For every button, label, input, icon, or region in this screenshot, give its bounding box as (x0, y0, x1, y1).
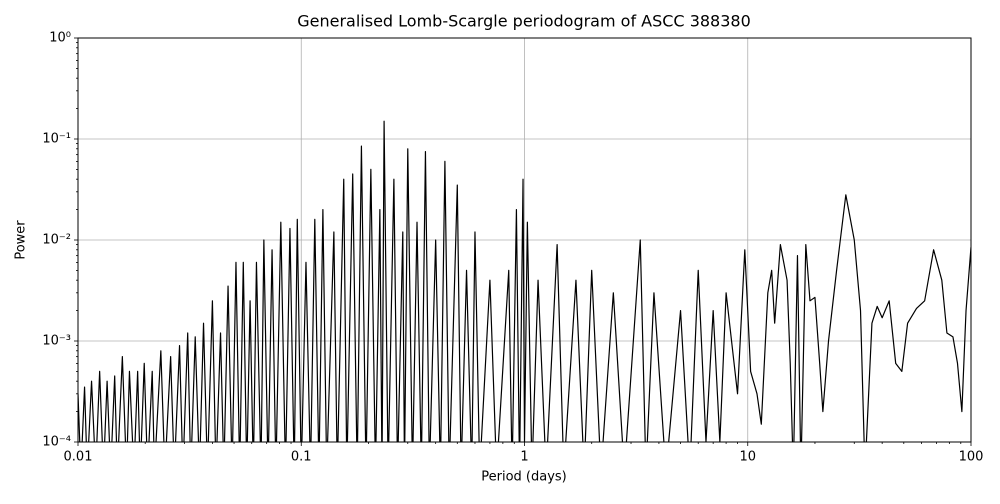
y-tick-label: 10⁻⁴ (42, 435, 71, 450)
chart-title: Generalised Lomb-Scargle periodogram of … (297, 12, 751, 31)
x-tick-label: 0.01 (64, 450, 93, 465)
y-tick-label: 10⁻³ (42, 334, 71, 349)
periodogram-line (78, 120, 971, 442)
y-tick-label: 10⁻¹ (42, 132, 71, 147)
y-tick-label: 10⁻² (42, 233, 71, 248)
x-tick-label: 100 (959, 450, 984, 465)
y-axis-label: Power (14, 220, 29, 260)
y-tick-label: 10⁰ (49, 31, 71, 46)
plot-frame (77, 37, 972, 443)
x-tick-label: 0.1 (291, 450, 312, 465)
x-tick-label: 1 (520, 450, 528, 465)
x-tick-label: 10 (739, 450, 756, 465)
x-axis-label: Period (days) (481, 470, 567, 485)
